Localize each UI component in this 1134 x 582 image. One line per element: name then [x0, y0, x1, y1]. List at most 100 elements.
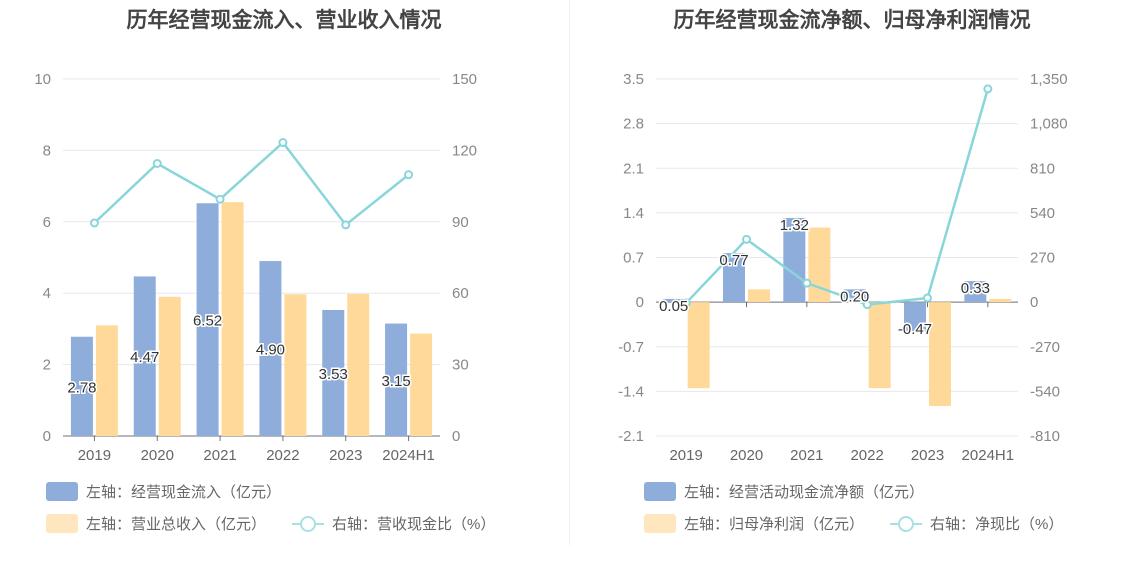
chart-title: 历年经营现金流入、营业收入情况 [126, 9, 442, 32]
y-right-tick-label: 1,350 [1030, 71, 1068, 88]
x-tick-label: 2024H1 [962, 447, 1015, 464]
y-right-tick-label: 0 [1030, 294, 1038, 311]
legend-swatch [46, 514, 78, 533]
bar [929, 302, 951, 407]
bar [748, 289, 770, 303]
legend-swatch [644, 482, 676, 501]
y-left-tick-label: 0.7 [623, 250, 644, 267]
y-left-tick-label: -2.1 [618, 428, 644, 445]
y-left-tick-label: 0 [636, 294, 644, 311]
data-label: 6.52 [193, 313, 222, 330]
bar [322, 309, 345, 436]
chart-title: 历年经营现金流净额、归母净利润情况 [673, 9, 1031, 32]
chart-plot: -2.1 -810 -1.4 -540 -0.7 -270 0 0 0.7 270 1.4 540 2.… [618, 71, 1068, 464]
x-tick-label: 2022 [850, 447, 883, 464]
bar [385, 323, 408, 436]
x-tick-label: 2019 [669, 447, 702, 464]
y-left-tick-label: 0 [43, 428, 51, 445]
chart-plot: 0 0 2 30 4 60 6 90 8 120 10 150 2019 2020 2021 2022 2023… [34, 71, 477, 464]
line-point [341, 220, 351, 230]
bar [868, 302, 891, 389]
x-tick-label: 2022 [266, 447, 299, 464]
y-right-tick-label: 30 [452, 357, 469, 374]
data-label: 3.15 [381, 373, 410, 390]
data-label: 0.77 [719, 252, 748, 269]
data-label: 0.05 [659, 298, 688, 315]
legend-label: 左轴：归母净利润（亿元） [684, 516, 865, 533]
bar [284, 294, 307, 436]
bar [687, 302, 710, 389]
data-label: 0.33 [961, 280, 990, 297]
x-tick-label: 2023 [329, 447, 362, 464]
y-left-tick-label: 2.1 [623, 160, 644, 177]
y-right-tick-label: 540 [1030, 205, 1055, 222]
legend-label: 左轴：经营现金流入（亿元） [86, 484, 282, 501]
y-right-tick-label: -810 [1030, 428, 1060, 445]
legend-swatch [644, 514, 676, 533]
data-label: -0.47 [898, 321, 932, 338]
y-right-tick-label: -270 [1030, 339, 1060, 356]
y-left-tick-label: -0.7 [618, 339, 644, 356]
y-left-tick-label: 6 [43, 214, 51, 231]
bar [783, 217, 806, 303]
line-point [983, 84, 993, 94]
bar [410, 333, 433, 436]
line-point [681, 298, 691, 308]
chart-left: 历年经营现金流入、营业收入情况 0 0 2 30 4 60 6 90 8 120 10 150 2019… [34, 9, 495, 534]
legend-item[interactable]: 左轴：归母净利润（亿元） [644, 513, 864, 534]
y-right-tick-label: 150 [452, 71, 477, 88]
data-label: 3.53 [319, 366, 348, 383]
line-point [923, 293, 932, 303]
line-point [152, 158, 162, 168]
data-label: 4.47 [130, 349, 159, 366]
panel-divider [569, 0, 570, 545]
y-right-tick-label: -540 [1030, 383, 1060, 400]
legend-item[interactable]: 左轴：经营活动现金流净额（亿元） [644, 481, 924, 502]
bar [347, 293, 370, 436]
bar [158, 296, 181, 436]
y-right-tick-label: 1,080 [1030, 116, 1068, 133]
x-tick-label: 2021 [790, 447, 823, 464]
legend-label: 右轴：净现比（%） [930, 516, 1064, 533]
data-label: 0.20 [840, 288, 869, 305]
x-tick-label: 2021 [203, 447, 236, 464]
y-left-tick-label: -1.4 [618, 383, 644, 400]
bar [133, 276, 156, 436]
legend-label: 右轴：营收现金比（%） [332, 516, 496, 533]
bar [904, 302, 926, 333]
bar [662, 298, 685, 303]
bar [221, 202, 244, 436]
y-left-tick-label: 4 [43, 285, 51, 302]
y-left-tick-label: 1.4 [623, 205, 644, 222]
y-right-tick-label: 90 [452, 214, 469, 231]
line-point [278, 138, 288, 148]
y-right-tick-label: 810 [1030, 160, 1055, 177]
line-point [89, 218, 99, 228]
y-left-tick-label: 10 [34, 71, 51, 88]
y-left-tick-label: 2.8 [623, 116, 644, 133]
bar [95, 325, 118, 436]
bar [723, 253, 745, 303]
x-tick-label: 2020 [730, 447, 763, 464]
data-label: 2.78 [67, 379, 96, 396]
bar [964, 281, 987, 303]
chart-right: 历年经营现金流净额、归母净利润情况 -2.1 -810 -1.4 -540 -0.7 -2… [570, 0, 1134, 582]
line-point [215, 194, 225, 204]
data-label: 4.90 [256, 342, 285, 359]
line-point [862, 300, 872, 310]
legend-item[interactable]: 左轴：营业总收入（亿元） [46, 513, 266, 534]
series-line [685, 88, 990, 306]
legend-item[interactable]: 右轴：营收现金比（%） [292, 513, 495, 534]
legend-line-icon [890, 514, 922, 533]
legend-item[interactable]: 左轴：经营现金流入（亿元） [46, 481, 281, 502]
line-point [404, 170, 414, 180]
legend-swatch [46, 482, 78, 501]
y-right-tick-label: 120 [452, 142, 477, 159]
x-tick-label: 2020 [141, 447, 174, 464]
bar [259, 261, 282, 436]
legend-item[interactable]: 右轴：净现比（%） [890, 513, 1063, 534]
line-point [802, 278, 812, 288]
line-point [742, 234, 751, 244]
x-tick-label: 2019 [78, 447, 111, 464]
bar [808, 227, 831, 303]
